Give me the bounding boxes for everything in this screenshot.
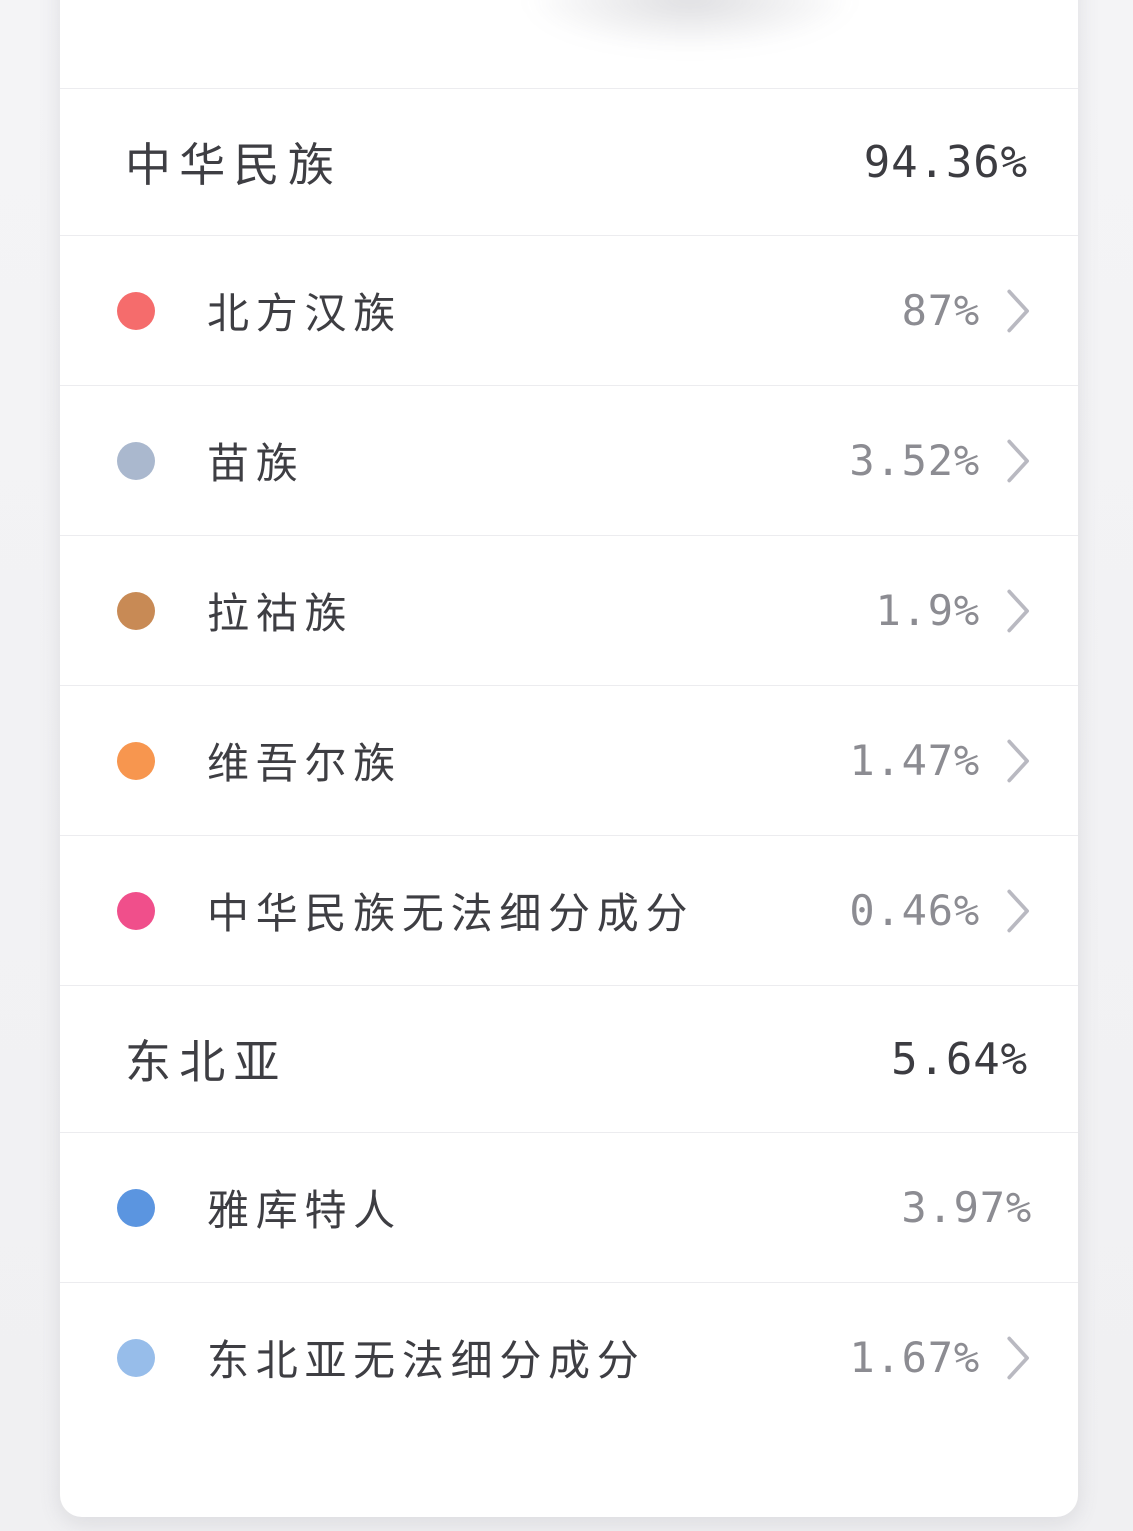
row-percent: 1.47%: [849, 736, 980, 785]
ancestry-row[interactable]: 北方汉族 87%: [60, 235, 1078, 385]
ancestry-row[interactable]: 拉祜族 1.9%: [60, 535, 1078, 685]
row-label: 中华民族无法细分成分: [207, 889, 695, 938]
ancestry-row[interactable]: 维吾尔族 1.47%: [60, 685, 1078, 835]
chevron-right-icon: [1006, 438, 1032, 484]
legend-dot: [117, 741, 155, 780]
row-label: 苗族: [207, 439, 305, 488]
row-percent: 0.46%: [849, 886, 980, 935]
ancestry-row: 雅库特人 3.97%: [60, 1132, 1078, 1282]
chevron-right-icon: [1006, 588, 1032, 634]
card-top-graphic: [60, 0, 1078, 88]
ancestry-row[interactable]: 东北亚无法细分成分 1.67%: [60, 1282, 1078, 1432]
ancestry-row[interactable]: 苗族 3.52%: [60, 385, 1078, 535]
section-name: 中华民族: [125, 138, 343, 192]
section-name: 东北亚: [125, 1035, 288, 1089]
row-percent: 87%: [901, 286, 980, 335]
chevron-right-icon: [1006, 1335, 1032, 1381]
legend-dot: [117, 591, 155, 630]
top-illustration-shadow: [460, 0, 920, 70]
legend-dot: [117, 1188, 155, 1227]
section-percent: 5.64%: [891, 1033, 1028, 1085]
section-header: 东北亚 5.64%: [60, 985, 1078, 1132]
legend-dot: [117, 891, 155, 930]
legend-dot: [117, 291, 155, 330]
row-label: 维吾尔族: [207, 739, 402, 788]
ancestry-card: 中华民族 94.36% 北方汉族 87% 苗族 3.52% 拉祜族 1.9%: [60, 0, 1078, 1517]
row-label: 东北亚无法细分成分: [207, 1336, 646, 1385]
chevron-right-icon: [1006, 738, 1032, 784]
legend-dot: [117, 1338, 155, 1377]
chevron-right-icon: [1006, 288, 1032, 334]
section-percent: 94.36%: [863, 136, 1028, 188]
ancestry-row[interactable]: 中华民族无法细分成分 0.46%: [60, 835, 1078, 985]
row-percent: 1.67%: [849, 1333, 980, 1382]
chevron-right-icon: [1006, 888, 1032, 934]
row-label: 拉祜族: [207, 589, 354, 638]
row-percent: 3.52%: [849, 436, 980, 485]
section-header: 中华民族 94.36%: [60, 88, 1078, 235]
row-label: 雅库特人: [207, 1186, 402, 1235]
row-percent: 1.9%: [875, 586, 980, 635]
ancestry-list: 中华民族 94.36% 北方汉族 87% 苗族 3.52% 拉祜族 1.9%: [60, 88, 1078, 1432]
row-label: 北方汉族: [207, 289, 402, 338]
legend-dot: [117, 441, 155, 480]
row-percent: 3.97%: [901, 1183, 1032, 1232]
